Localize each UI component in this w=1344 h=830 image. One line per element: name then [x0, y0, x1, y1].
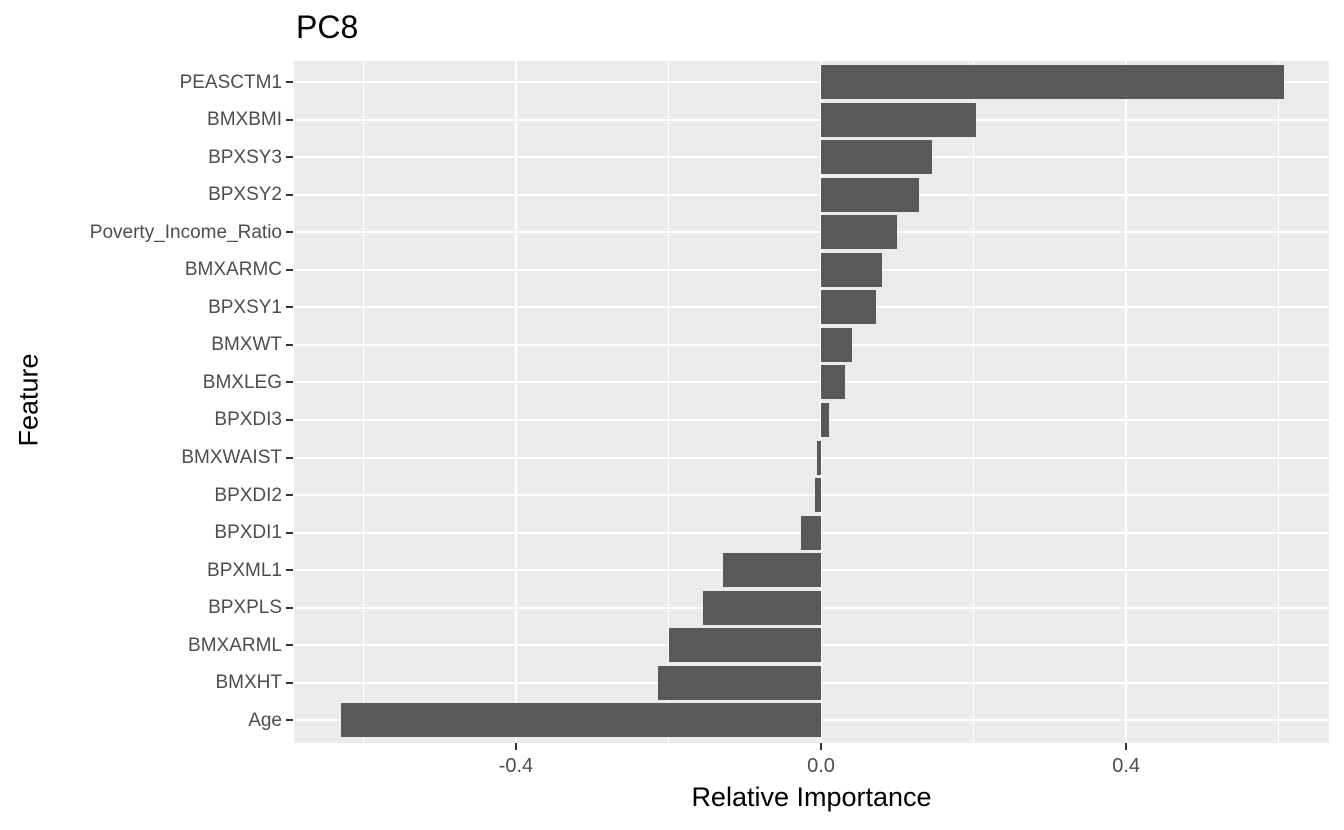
plot-panel: [294, 61, 1329, 743]
gridline-minor-vertical: [362, 61, 364, 743]
gridline-major-horizontal: [294, 231, 1329, 234]
y-tick-label-BPXDI2: BPXDI2: [214, 484, 282, 506]
bar-Poverty_Income_Ratio: [821, 215, 898, 250]
y-tick-mark: [286, 531, 293, 534]
y-tick-mark: [286, 268, 293, 271]
gridline-major-vertical: [820, 61, 823, 743]
bar-BPXPLS: [702, 590, 822, 625]
y-tick-mark: [286, 418, 293, 421]
bar-PEASCTM1: [821, 65, 1284, 99]
bar-BPXSY2: [821, 177, 919, 212]
gridline-minor-vertical: [1278, 61, 1280, 743]
bar-BMXHT: [657, 665, 822, 700]
y-tick-label-BPXSY2: BPXSY2: [208, 184, 282, 206]
y-tick-mark: [286, 719, 293, 722]
y-axis-title-text: Feature: [13, 353, 44, 447]
gridline-major-horizontal: [294, 81, 1329, 83]
gridline-major-vertical: [514, 61, 517, 743]
y-tick-mark: [286, 118, 293, 121]
y-tick-mark: [286, 606, 293, 609]
bar-BMXWT: [821, 327, 852, 362]
gridline-major-horizontal: [294, 268, 1329, 271]
y-tick-mark: [286, 681, 293, 684]
y-tick-label-BMXARML: BMXARML: [188, 634, 282, 656]
y-tick-label-Age: Age: [248, 709, 282, 731]
gridline-major-horizontal: [294, 193, 1329, 196]
gridline-major-horizontal: [294, 156, 1329, 159]
y-tick-label-BPXSY3: BPXSY3: [208, 146, 282, 168]
y-tick-mark: [286, 156, 293, 159]
y-tick-mark: [286, 231, 293, 234]
x-tick-label: -0.4: [498, 755, 534, 777]
y-tick-label-PEASCTM1: PEASCTM1: [179, 71, 282, 93]
gridline-major-horizontal: [294, 418, 1329, 421]
y-tick-mark: [286, 494, 293, 497]
x-tick-label: 0.0: [807, 755, 835, 777]
x-axis-title: Relative Importance: [691, 782, 932, 812]
gridline-major-horizontal: [294, 306, 1329, 309]
y-tick-label-BMXBMI: BMXBMI: [207, 109, 282, 131]
x-tick-mark: [820, 743, 823, 750]
y-tick-mark: [286, 644, 293, 647]
y-tick-mark: [286, 569, 293, 572]
x-tick-label: 0.4: [1112, 755, 1141, 777]
bar-BPXSY3: [821, 140, 933, 175]
x-tick-mark: [1125, 743, 1128, 750]
y-tick-label-BPXML1: BPXML1: [207, 559, 282, 581]
bar-BMXARMC: [821, 252, 883, 287]
gridline-major-horizontal: [294, 494, 1329, 497]
bar-BPXSY1: [821, 290, 876, 325]
bar-BMXWAIST: [817, 440, 822, 475]
bar-BMXLEG: [821, 365, 846, 400]
bar-BPXDI3: [821, 402, 829, 437]
gridline-minor-vertical: [667, 61, 669, 743]
y-tick-label-BMXWAIST: BMXWAIST: [181, 447, 282, 469]
y-tick-label-BPXDI3: BPXDI3: [214, 409, 282, 431]
y-tick-label-BPXSY1: BPXSY1: [208, 296, 282, 318]
gridline-minor-vertical: [973, 61, 975, 743]
gridline-major-horizontal: [294, 456, 1329, 459]
gridline-major-horizontal: [294, 381, 1329, 384]
y-tick-mark: [286, 381, 293, 384]
y-tick-label-BMXHT: BMXHT: [215, 672, 283, 694]
y-tick-mark: [286, 456, 293, 459]
y-tick-mark: [286, 306, 293, 309]
x-tick-mark: [514, 743, 517, 750]
y-tick-mark: [286, 343, 293, 346]
y-tick-label-Poverty_Income_Ratio: Poverty_Income_Ratio: [89, 221, 282, 243]
bar-BPXML1: [723, 553, 822, 588]
chart-title: PC8: [296, 9, 359, 45]
y-tick-label-BMXWT: BMXWT: [211, 334, 282, 356]
y-tick-label-BMXLEG: BMXLEG: [202, 371, 282, 393]
y-tick-label-BPXPLS: BPXPLS: [208, 597, 282, 619]
gridline-major-horizontal: [294, 118, 1329, 121]
bar-Age: [341, 703, 822, 738]
y-tick-label-BPXDI1: BPXDI1: [214, 522, 282, 544]
y-tick-label-BMXARMC: BMXARMC: [184, 259, 282, 281]
bar-BPXDI2: [814, 478, 822, 513]
gridline-major-horizontal: [294, 343, 1329, 346]
gridline-major-vertical: [1125, 61, 1128, 743]
bar-BMXBMI: [821, 102, 976, 137]
bar-BPXDI1: [801, 515, 822, 550]
y-tick-mark: [286, 193, 293, 196]
bar-BMXARML: [669, 628, 822, 663]
y-tick-mark: [286, 81, 293, 83]
